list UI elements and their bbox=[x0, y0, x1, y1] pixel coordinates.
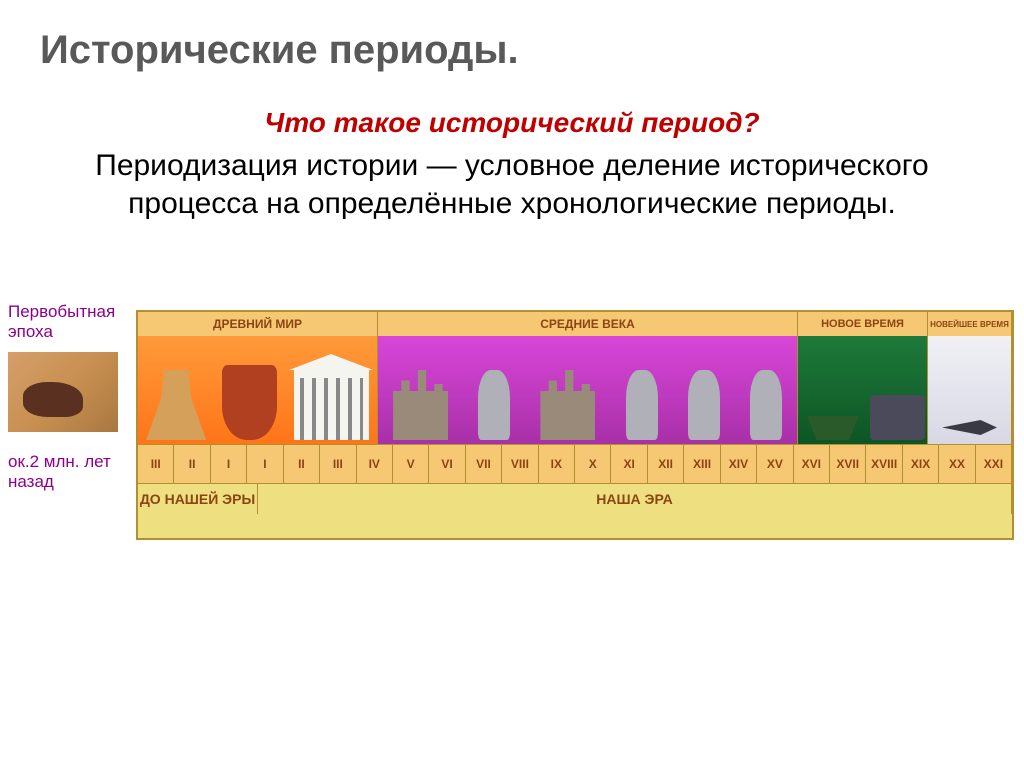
cave-painting-image bbox=[8, 352, 118, 432]
million-years-label: ок.2 млн. лет назад bbox=[8, 452, 134, 492]
period-header-medieval: СРЕДНИЕ ВЕКА bbox=[378, 312, 798, 336]
century-cell: XIX bbox=[903, 445, 939, 483]
period-header-modern: НОВОЕ ВРЕМЯ bbox=[798, 312, 928, 336]
century-cell: X bbox=[575, 445, 611, 483]
ship-icon bbox=[800, 380, 865, 440]
left-label-block: Первобытная эпоха ок.2 млн. лет назад bbox=[8, 302, 134, 492]
centuries-row: IIIIIIIIIIIIIVVVIVIIVIIIIXXXIXIIXIIIXIVX… bbox=[138, 444, 1012, 484]
century-cell: II bbox=[174, 445, 210, 483]
temple-icon bbox=[294, 370, 369, 440]
knight-icon-3 bbox=[688, 370, 720, 440]
century-cell: XI bbox=[611, 445, 647, 483]
era-ad: НАША ЭРА bbox=[258, 484, 1012, 514]
century-cell: VII bbox=[466, 445, 502, 483]
era-bc: ДО НАШЕЙ ЭРЫ bbox=[138, 484, 258, 514]
century-cell: IX bbox=[539, 445, 575, 483]
century-cell: XIII bbox=[684, 445, 720, 483]
century-cell: II bbox=[284, 445, 320, 483]
medieval-illustrations bbox=[378, 336, 798, 444]
century-cell: XVIII bbox=[866, 445, 902, 483]
period-header-ancient: ДРЕВНИЙ МИР bbox=[138, 312, 378, 336]
century-cell: XII bbox=[648, 445, 684, 483]
slide-question: Что такое исторический период? bbox=[0, 107, 1024, 139]
timeline: ДРЕВНИЙ МИР СРЕДНИЕ ВЕКА НОВОЕ ВРЕМЯ НОВ… bbox=[136, 310, 1014, 540]
century-cell: XV bbox=[757, 445, 793, 483]
century-cell: IV bbox=[357, 445, 393, 483]
century-cell: XXI bbox=[976, 445, 1012, 483]
sphinx-icon bbox=[146, 370, 206, 440]
contemporary-illustrations bbox=[928, 336, 1012, 444]
slide-definition: Периодизация истории — условное деление … bbox=[72, 147, 952, 222]
century-cell: VIII bbox=[502, 445, 538, 483]
castle-icon bbox=[393, 370, 448, 440]
knight-icon bbox=[478, 370, 510, 440]
knight-icon-2 bbox=[626, 370, 658, 440]
modern-illustrations bbox=[798, 336, 928, 444]
century-cell: I bbox=[247, 445, 283, 483]
century-cell: XVI bbox=[794, 445, 830, 483]
primitive-era-label: Первобытная эпоха bbox=[8, 302, 134, 342]
century-cell: VI bbox=[429, 445, 465, 483]
century-cell: XIV bbox=[721, 445, 757, 483]
century-cell: III bbox=[320, 445, 356, 483]
slide-title: Исторические периоды. bbox=[0, 0, 1024, 73]
century-cell: XVII bbox=[830, 445, 866, 483]
century-cell: III bbox=[138, 445, 174, 483]
era-row: ДО НАШЕЙ ЭРЫ НАША ЭРА bbox=[138, 484, 1012, 514]
period-header-contemporary: НОВЕЙШЕЕ ВРЕМЯ bbox=[928, 312, 1012, 336]
century-cell: V bbox=[393, 445, 429, 483]
illustration-row bbox=[138, 336, 1012, 444]
knight-icon-4 bbox=[750, 370, 782, 440]
machine-icon bbox=[870, 395, 925, 440]
jet-icon bbox=[942, 415, 997, 440]
ancient-illustrations bbox=[138, 336, 378, 444]
vase-icon bbox=[222, 365, 277, 440]
century-cell: I bbox=[211, 445, 247, 483]
century-cell: XX bbox=[939, 445, 975, 483]
castle-icon-2 bbox=[540, 370, 595, 440]
period-header-row: ДРЕВНИЙ МИР СРЕДНИЕ ВЕКА НОВОЕ ВРЕМЯ НОВ… bbox=[138, 312, 1012, 336]
